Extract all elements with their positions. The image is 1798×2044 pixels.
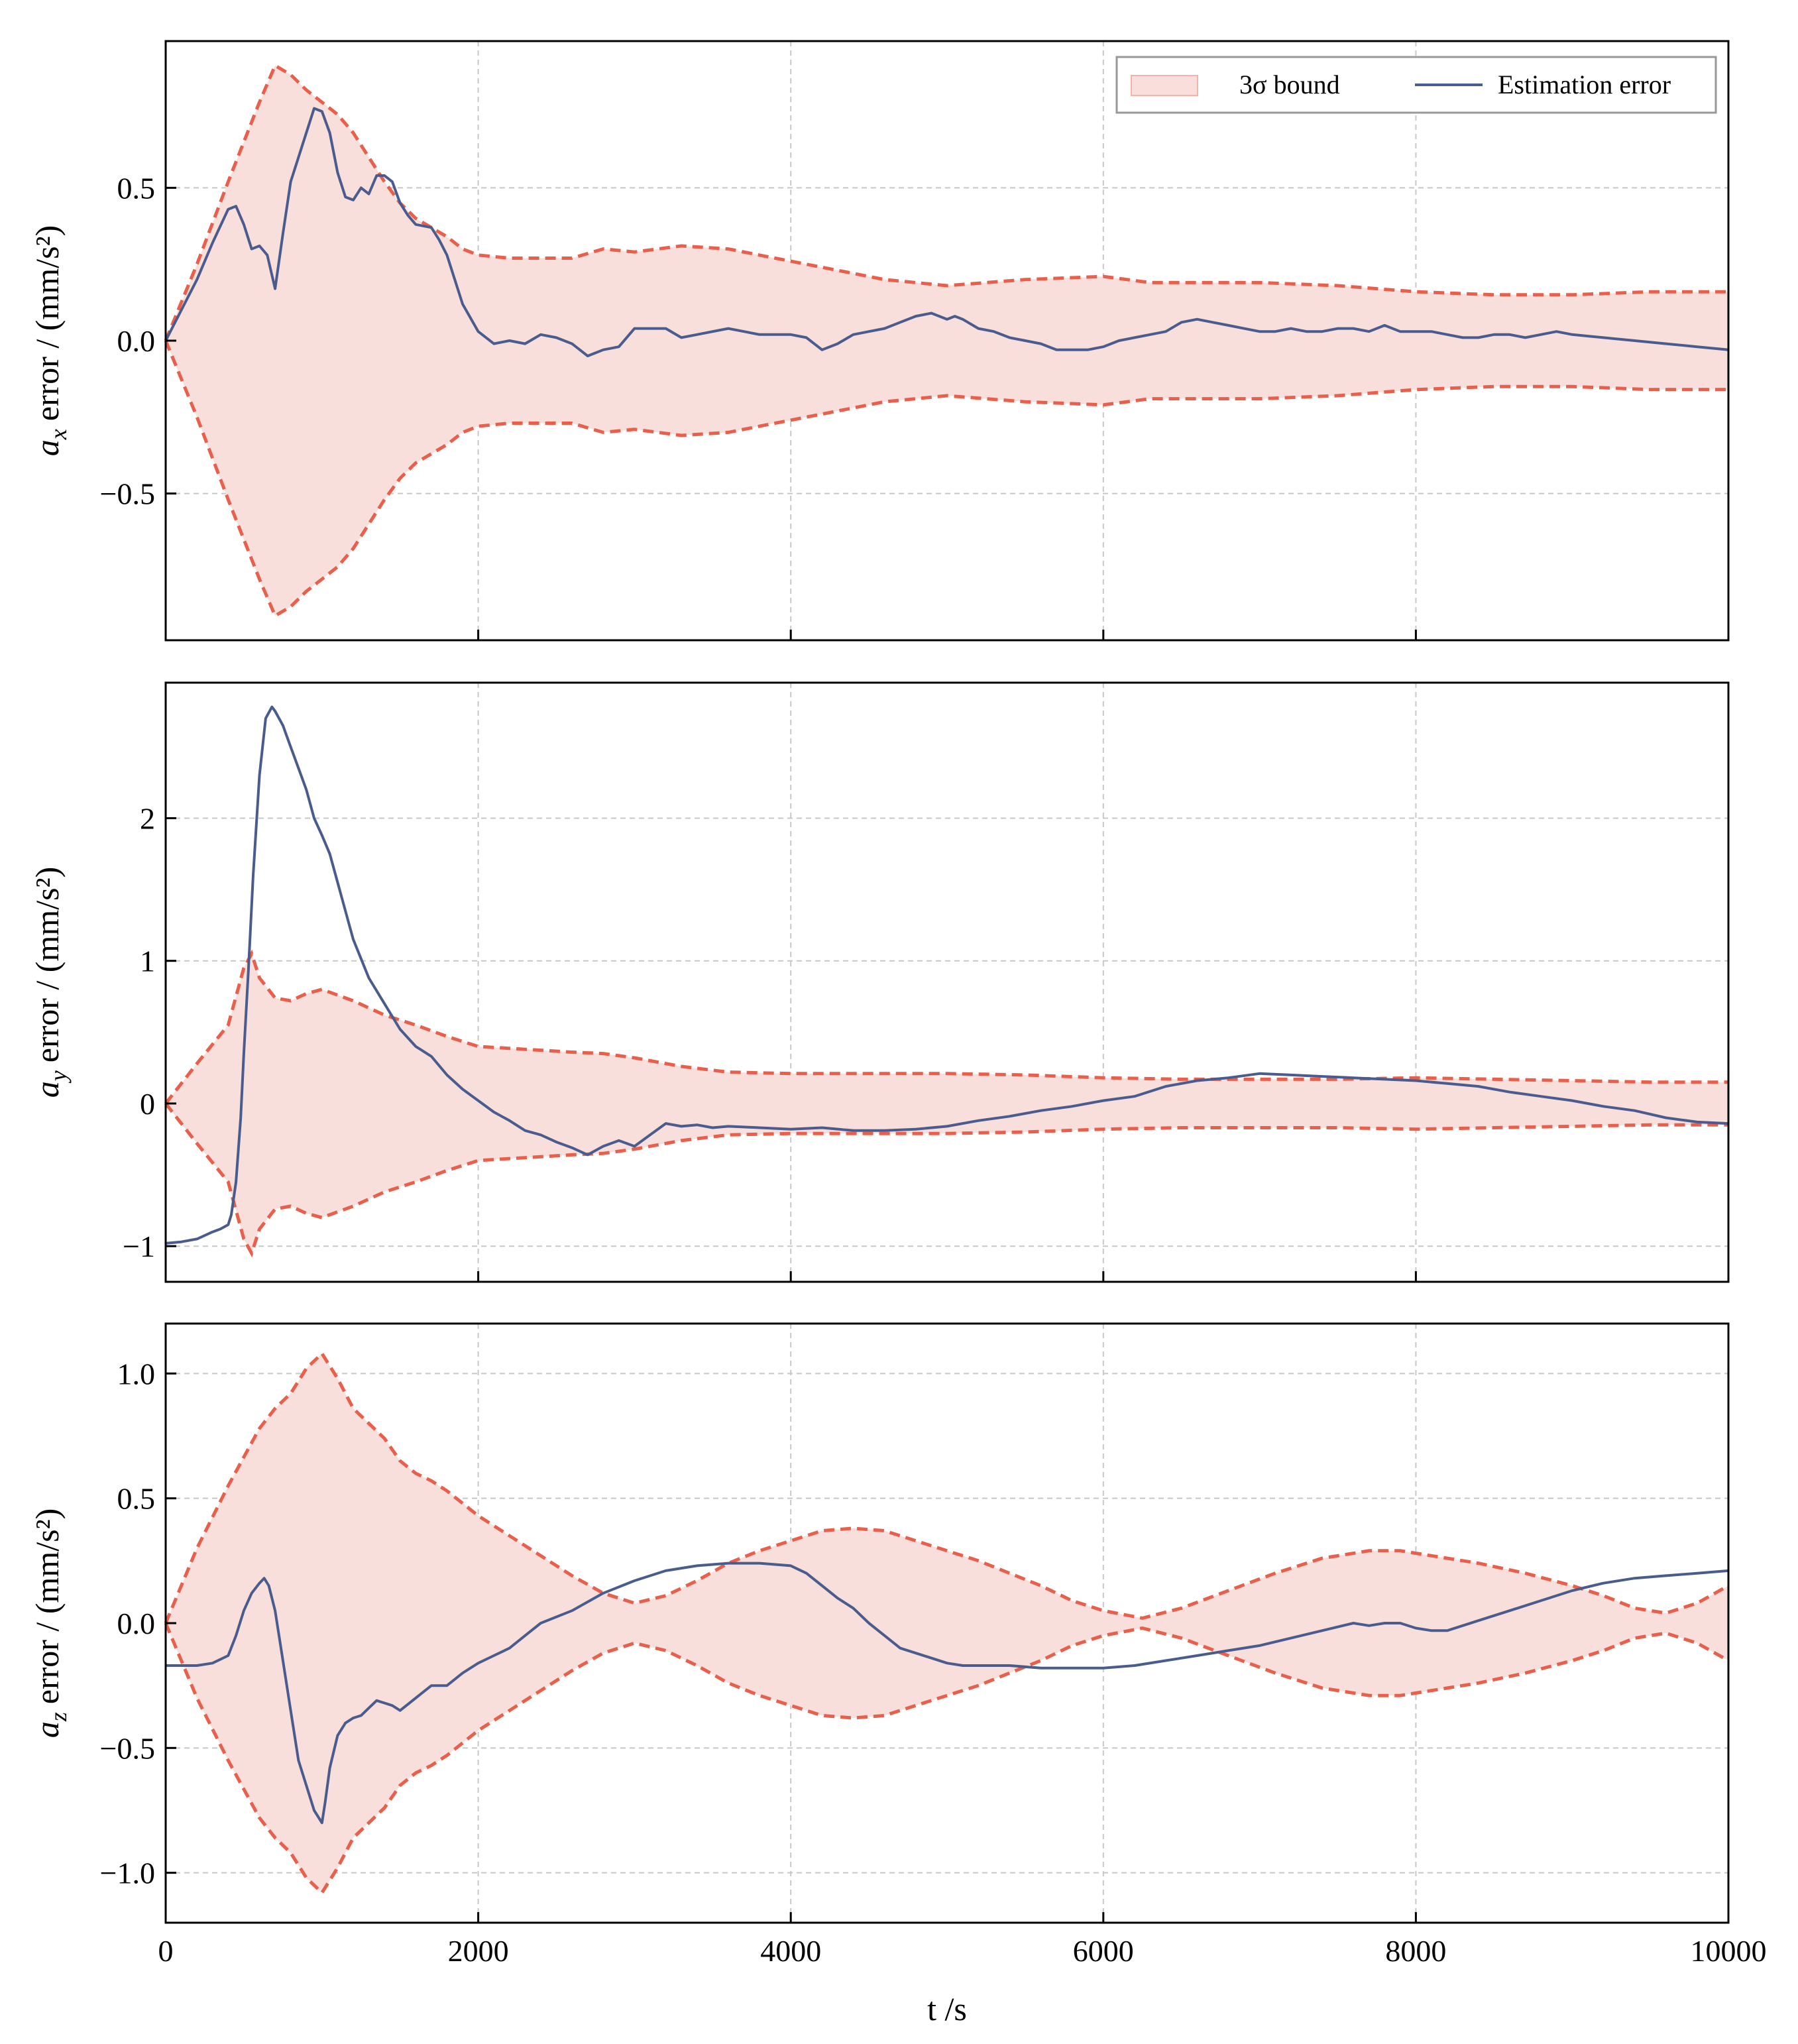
panel-az-ylabel: az error / (mm/s²) (28, 1508, 72, 1738)
panel-ax-ylabel-symbol: a (28, 439, 66, 456)
legend-band-swatch (1131, 75, 1198, 96)
panel-ay-band-layer (164, 949, 1728, 1258)
panel-az-upper-bound-line (164, 1351, 1730, 1624)
x-tick-label: 0 (158, 1934, 174, 1968)
panel-ay-frame (164, 681, 1730, 1283)
panel-ax-error-line (164, 107, 1729, 358)
panel-az-ytick-label: −1.0 (100, 1856, 155, 1890)
panel-ax-ytick-label: −0.5 (100, 477, 155, 511)
x-tick-label: 6000 (1073, 1934, 1134, 1968)
x-tick-label: 2000 (448, 1934, 509, 1968)
panel-az-lower-bound-line (164, 1622, 1730, 1896)
panel-ay-ytick-label: 2 (140, 801, 155, 835)
panel-ax-band-layer (164, 63, 1728, 618)
panel-ax-ytick-label: 0.0 (117, 324, 156, 358)
x-tick-label: 10000 (1691, 1934, 1767, 1968)
panel-az-band-layer (164, 1351, 1730, 1896)
panel-ax-ytick-label: 0.5 (117, 171, 156, 205)
panel-ax-frame (164, 40, 1730, 642)
panel-ax-ylabel-text: error / (mm/s²) (28, 225, 66, 421)
panel-az-error-line (166, 1561, 1729, 1825)
panel-az-ytick-label: 0.5 (117, 1482, 156, 1516)
panel-ay-bound-band (166, 954, 1728, 1253)
legend-line-label: Estimation error (1498, 70, 1671, 99)
panel-ay-ylabel-symbol: a (28, 1081, 66, 1098)
panel-ax-line-layer (164, 107, 1729, 358)
panel-ay-line-layer (165, 705, 1729, 1245)
panel-ax-ylabel: ax error / (mm/s²) (28, 225, 72, 456)
x-tick-label: 8000 (1385, 1934, 1446, 1968)
panel-ax-ticks: −0.5 0.0 0.5 (100, 171, 1730, 640)
legend: 3σ bound Estimation error (1115, 56, 1717, 114)
legend-band-label: 3σ bound (1239, 70, 1340, 99)
panel-ay-ylabel-sub: y (45, 1070, 72, 1083)
panel-ay-upper-bound-line (164, 949, 1728, 1105)
panel-ay-grid (166, 683, 1728, 1282)
x-axis-label: t /s (927, 1990, 967, 2027)
panel-ay-error-line (165, 705, 1729, 1245)
panel-az-ticks: −1.0 −0.5 0.0 0.5 1.0 (100, 1357, 1730, 1923)
panel-ax-lower-bound-line (164, 340, 1728, 618)
panel-ay-ylabel-text: error / (mm/s²) (28, 867, 66, 1062)
panel-az-ylabel-sub: z (45, 1712, 72, 1722)
panel-az-ytick-label: −0.5 (100, 1731, 155, 1765)
panel-ay-ytick-label: −1 (123, 1229, 155, 1263)
panel-az-bound-band (166, 1353, 1728, 1893)
panel-az-line-layer (166, 1561, 1729, 1825)
panel-az-ytick-label: 0.0 (117, 1607, 156, 1640)
panel-az: −1.0 −0.5 0.0 0.5 1.0 az error / (mm/s²) (28, 1322, 1730, 1924)
panel-ax-ylabel-sub: x (45, 429, 72, 440)
panel-ay: −1 0 1 2 ay error / (mm/s²) (28, 681, 1730, 1283)
panel-ax-upper-bound-line (164, 63, 1728, 341)
panel-az-ylabel-text: error / (mm/s²) (28, 1508, 66, 1704)
x-tick-labels: 0 2000 4000 6000 8000 10000 (158, 1934, 1767, 1968)
panel-az-ytick-label: 1.0 (117, 1357, 156, 1391)
panel-ay-ytick-label: 1 (140, 944, 155, 978)
panel-ax: −0.5 0.0 0.5 ax error / (mm/s²) 3σ bound Es… (28, 40, 1730, 642)
panel-ay-ytick-label: 0 (140, 1087, 155, 1121)
panel-az-ylabel-symbol: a (28, 1721, 66, 1738)
x-tick-label: 4000 (760, 1934, 821, 1968)
panel-ax-bound-band (166, 65, 1728, 616)
panel-ay-ylabel: ay error / (mm/s²) (28, 867, 72, 1098)
panel-az-frame (164, 1322, 1730, 1924)
